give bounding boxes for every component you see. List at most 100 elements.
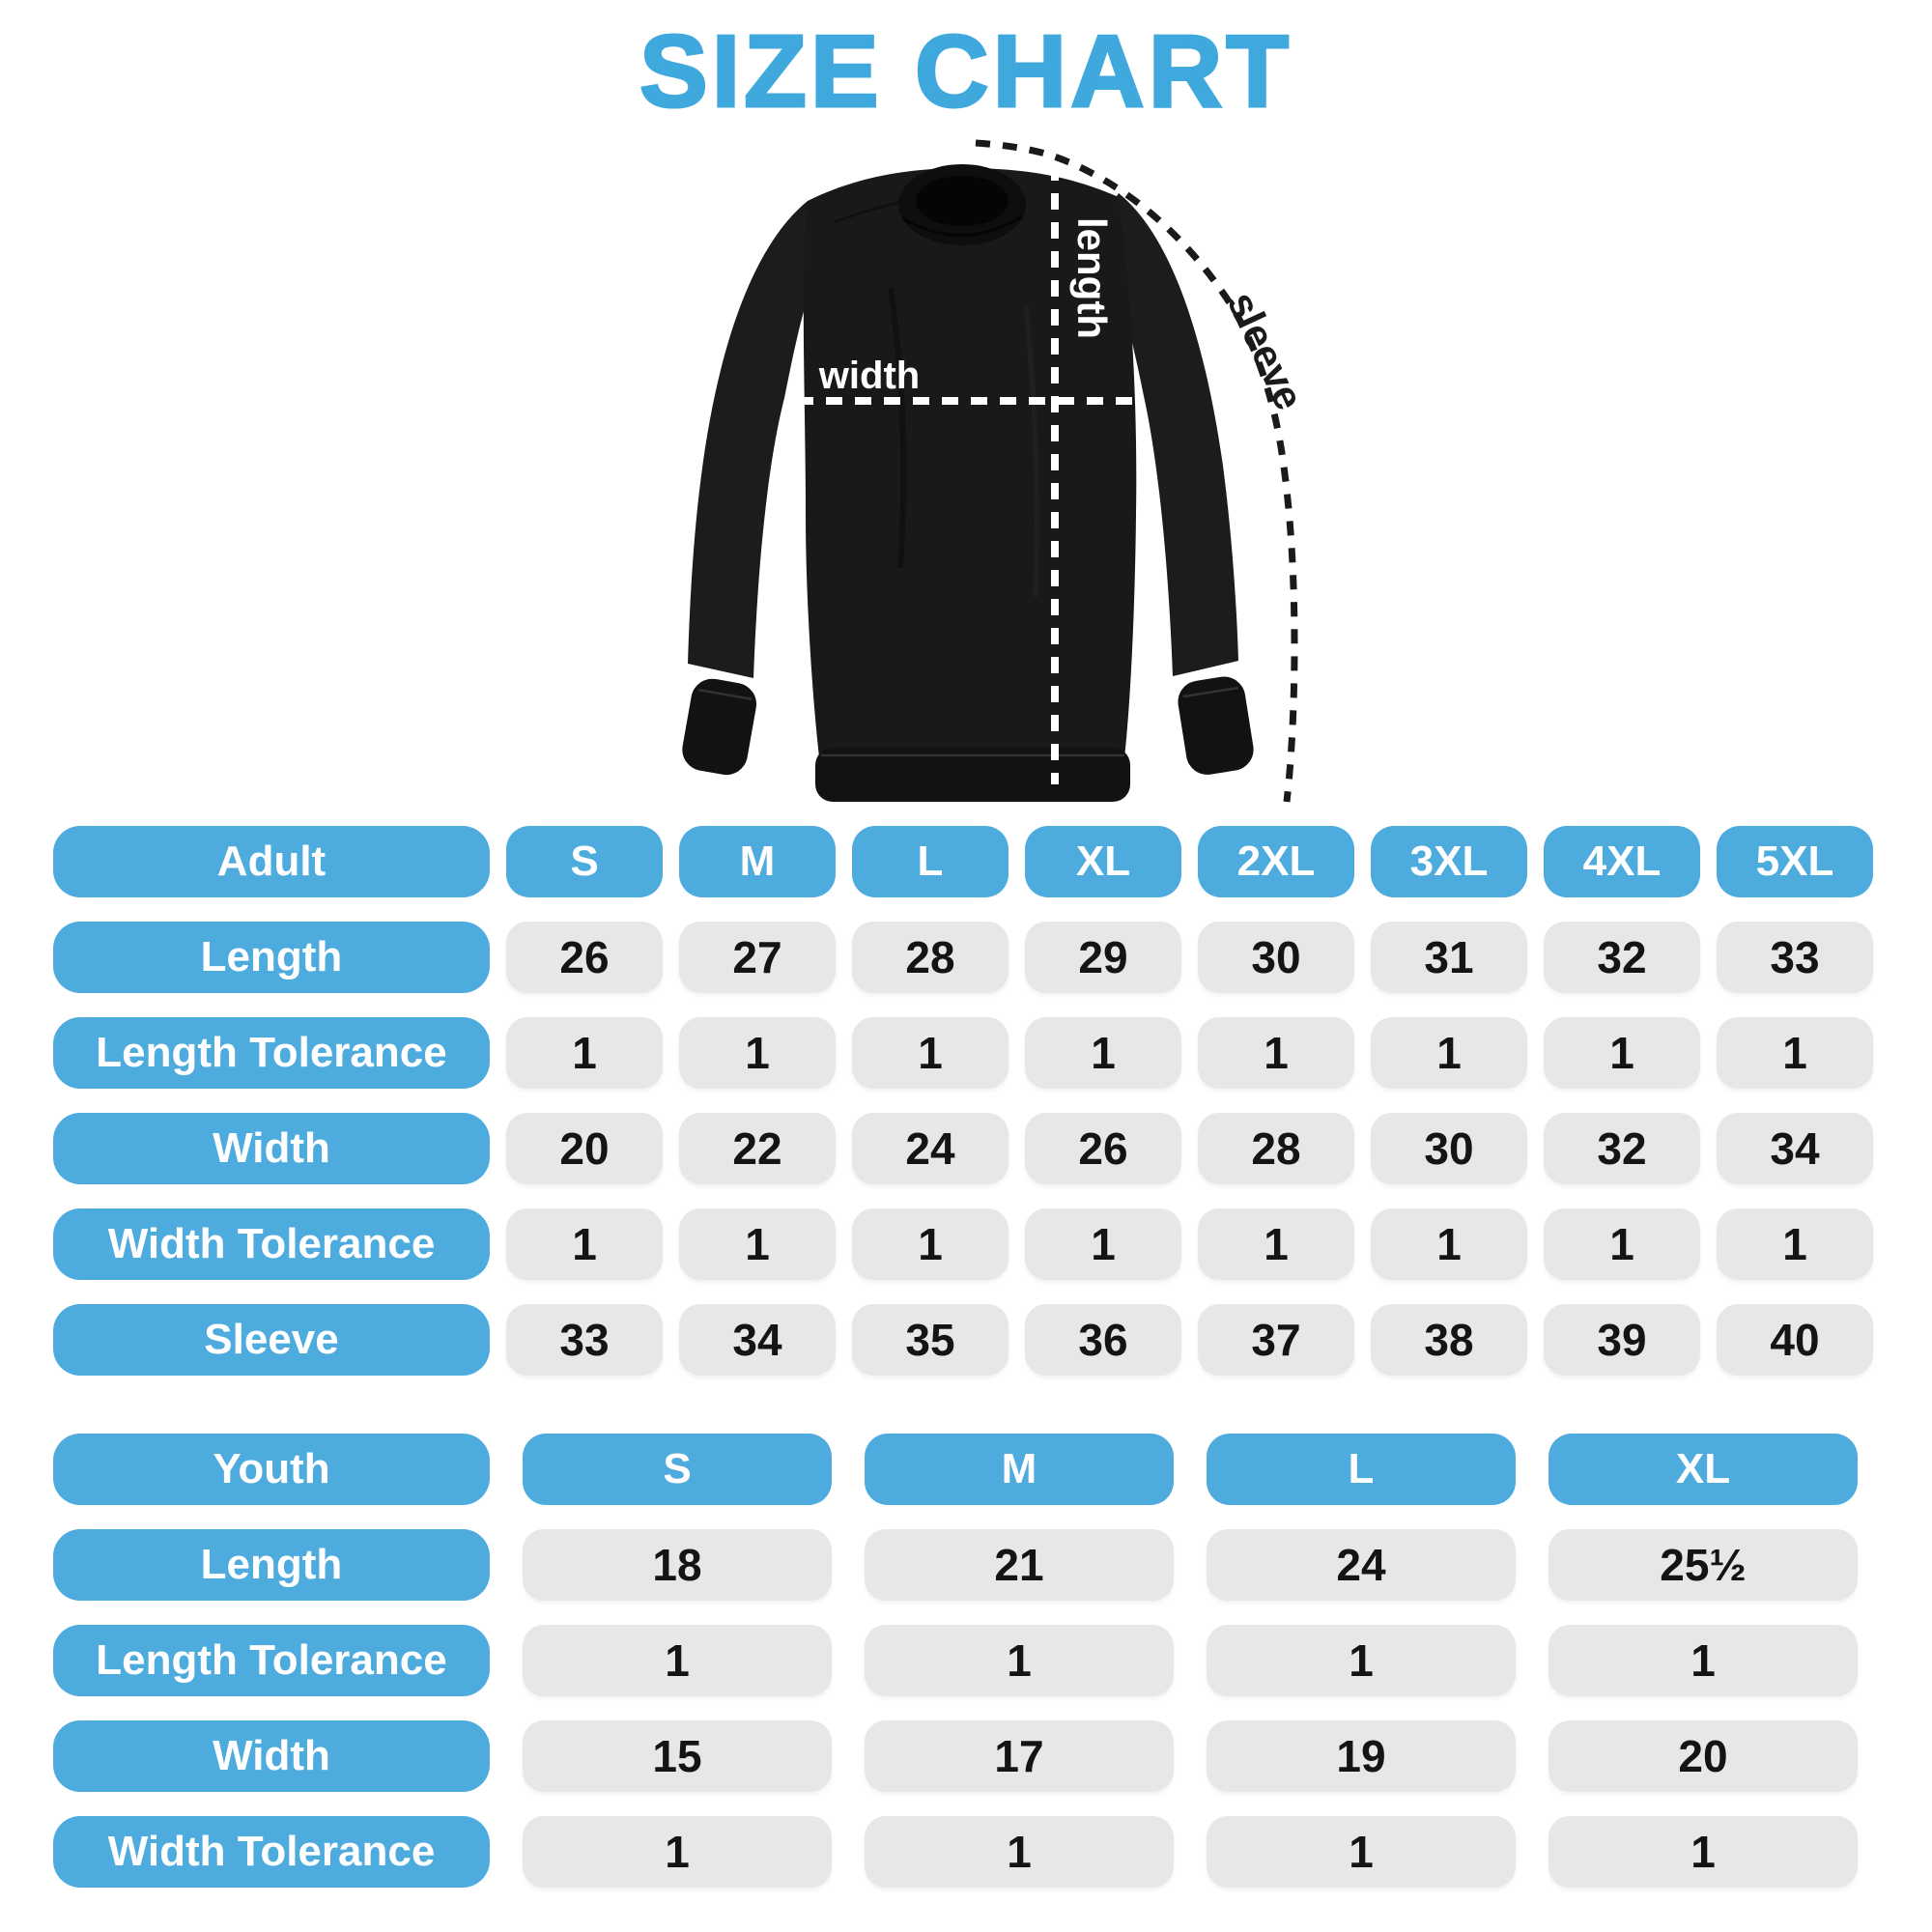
sleeve-label: sleeve	[1219, 285, 1313, 416]
row-label-cell: Width Tolerance	[53, 1816, 490, 1888]
value-cell: 1	[506, 1017, 663, 1089]
value-cell: 25½	[1548, 1529, 1858, 1601]
value-cell: 1	[852, 1017, 1009, 1089]
header-row: Adult S M L XL 2XL 3XL 4XL 5XL	[53, 826, 1873, 897]
header-row: Youth S M L XL	[53, 1434, 1858, 1505]
row-label-cell: Sleeve	[53, 1304, 490, 1376]
value-cell: 33	[1717, 922, 1873, 993]
table-row: Width Tolerance 1 1 1 1	[53, 1816, 1858, 1888]
value-cell: 36	[1025, 1304, 1181, 1376]
value-cell: 1	[1717, 1208, 1873, 1280]
value-cell: 1	[865, 1625, 1174, 1696]
size-column-header: XL	[1548, 1434, 1858, 1505]
value-cell: 22	[679, 1113, 836, 1184]
size-column-header: S	[523, 1434, 832, 1505]
value-cell: 31	[1371, 922, 1527, 993]
garment-right-sleeve	[1095, 193, 1238, 676]
value-cell: 1	[1207, 1625, 1516, 1696]
row-label-cell: Width Tolerance	[53, 1208, 490, 1280]
size-column-header: M	[679, 826, 836, 897]
size-column-header: 2XL	[1198, 826, 1354, 897]
garment-left-cuff-seam	[697, 688, 753, 701]
row-label-cell: Length	[53, 1529, 490, 1601]
adult-size-table: Adult S M L XL 2XL 3XL 4XL 5XL Length 26 27 28 29 30 31…	[53, 826, 1873, 1376]
value-cell: 19	[1207, 1720, 1516, 1792]
size-column-header: M	[865, 1434, 1174, 1505]
value-cell: 32	[1544, 922, 1700, 993]
value-cell: 1	[1198, 1208, 1354, 1280]
value-cell: 1	[1207, 1816, 1516, 1888]
value-cell: 1	[1025, 1208, 1181, 1280]
garment-collar-opening	[916, 176, 1009, 226]
table-title-cell: Adult	[53, 826, 490, 897]
size-column-header: 3XL	[1371, 826, 1527, 897]
value-cell: 24	[1207, 1529, 1516, 1601]
width-label: width	[818, 355, 920, 397]
value-cell: 1	[679, 1017, 836, 1089]
value-cell: 1	[1198, 1017, 1354, 1089]
table-row: Width 15 17 19 20	[53, 1720, 1858, 1792]
value-cell: 1	[523, 1625, 832, 1696]
value-cell: 20	[506, 1113, 663, 1184]
youth-size-table: Youth S M L XL Length 18 21 24 25½ Length Toleranc…	[53, 1434, 1858, 1888]
sweatshirt-illustration: width length sleeve	[682, 139, 1313, 803]
value-cell: 40	[1717, 1304, 1873, 1376]
value-cell: 1	[679, 1208, 836, 1280]
value-cell: 34	[1717, 1113, 1873, 1184]
value-cell: 1	[1371, 1208, 1527, 1280]
value-cell: 1	[865, 1816, 1174, 1888]
value-cell: 1	[1544, 1208, 1700, 1280]
value-cell: 30	[1371, 1113, 1527, 1184]
value-cell: 1	[1548, 1816, 1858, 1888]
value-cell: 24	[852, 1113, 1009, 1184]
value-cell: 27	[679, 922, 836, 993]
table-row: Width 20 22 24 26 28 30 32 34	[53, 1113, 1873, 1184]
value-cell: 39	[1544, 1304, 1700, 1376]
garment-right-cuff	[1178, 676, 1254, 775]
page-title: SIZE CHART	[639, 14, 1293, 130]
table-title-cell: Youth	[53, 1434, 490, 1505]
value-cell: 29	[1025, 922, 1181, 993]
garment-hem-band	[815, 748, 1130, 802]
garment-fold	[888, 287, 907, 569]
value-cell: 1	[1371, 1017, 1527, 1089]
value-cell: 34	[679, 1304, 836, 1376]
sleeve-measure-line	[975, 139, 1298, 803]
garment-fold	[1023, 306, 1039, 598]
value-cell: 26	[506, 922, 663, 993]
table-row: Length 18 21 24 25½	[53, 1529, 1858, 1601]
size-column-header: L	[852, 826, 1009, 897]
table-row: Sleeve 33 34 35 36 37 38 39 40	[53, 1304, 1873, 1376]
value-cell: 28	[852, 922, 1009, 993]
value-cell: 35	[852, 1304, 1009, 1376]
value-cell: 1	[1717, 1017, 1873, 1089]
value-cell: 1	[1548, 1625, 1858, 1696]
value-cell: 37	[1198, 1304, 1354, 1376]
row-label-cell: Length Tolerance	[53, 1017, 490, 1089]
value-cell: 26	[1025, 1113, 1181, 1184]
value-cell: 18	[523, 1529, 832, 1601]
garment-left-cuff	[682, 678, 756, 776]
value-cell: 28	[1198, 1113, 1354, 1184]
value-cell: 1	[506, 1208, 663, 1280]
size-column-header: S	[506, 826, 663, 897]
garment-collar-shadow	[901, 214, 1023, 237]
table-row: Length 26 27 28 29 30 31 32 33	[53, 922, 1873, 993]
size-column-header: L	[1207, 1434, 1516, 1505]
length-label: length	[1069, 217, 1115, 339]
value-cell: 1	[1544, 1017, 1700, 1089]
value-cell: 33	[506, 1304, 663, 1376]
value-cell: 20	[1548, 1720, 1858, 1792]
value-cell: 21	[865, 1529, 1174, 1601]
table-row: Length Tolerance 1 1 1 1 1 1 1 1	[53, 1017, 1873, 1089]
size-column-header: 4XL	[1544, 826, 1700, 897]
value-cell: 1	[1025, 1017, 1181, 1089]
value-cell: 1	[523, 1816, 832, 1888]
value-cell: 1	[852, 1208, 1009, 1280]
value-cell: 30	[1198, 922, 1354, 993]
table-row: Width Tolerance 1 1 1 1 1 1 1 1	[53, 1208, 1873, 1280]
value-cell: 15	[523, 1720, 832, 1792]
value-cell: 32	[1544, 1113, 1700, 1184]
garment-left-sleeve	[688, 201, 831, 678]
garment-right-cuff-seam	[1182, 686, 1238, 698]
